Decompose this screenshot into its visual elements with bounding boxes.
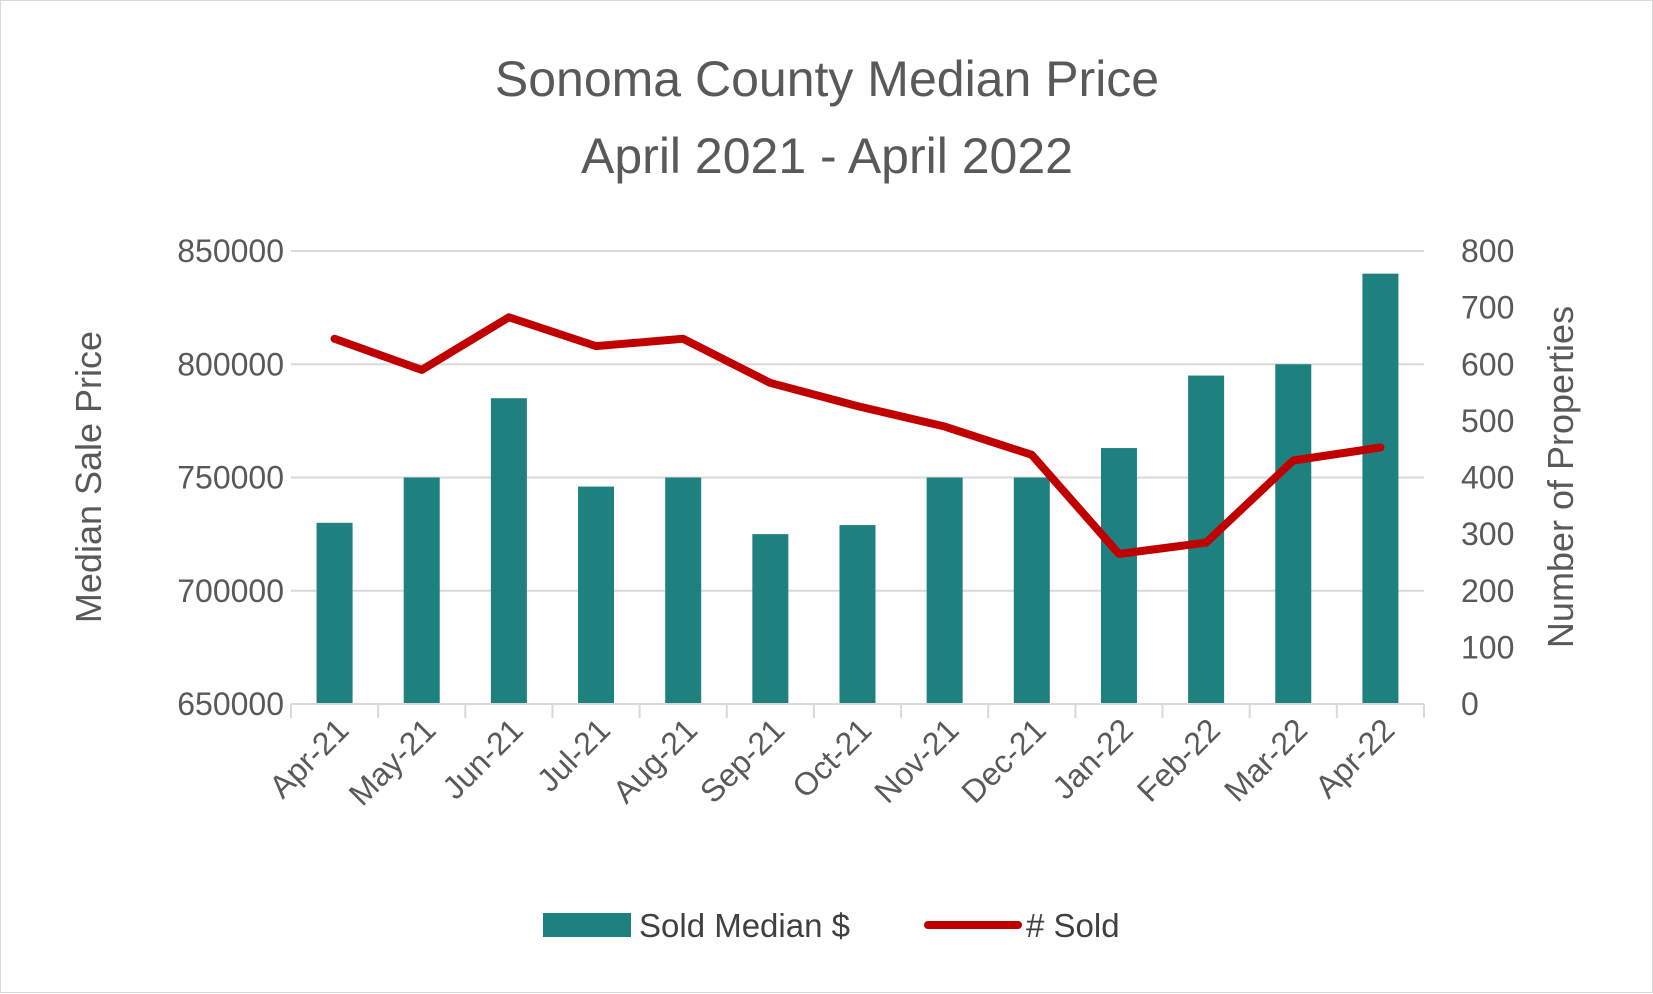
x-tick-label: Sep-21 (693, 711, 791, 809)
x-tick-label: Nov-21 (867, 711, 965, 809)
x-tick-label: Feb-22 (1130, 711, 1227, 808)
y-tick-label: 700000 (177, 573, 284, 609)
y2-tick-label: 800 (1461, 233, 1514, 269)
y2-tick-label: 300 (1461, 516, 1514, 552)
bar (316, 522, 353, 704)
y2-tick-label: 400 (1461, 460, 1514, 496)
x-tick-label: Oct-21 (785, 711, 878, 804)
bar-series (316, 273, 1399, 704)
y2-tick-label: 200 (1461, 573, 1514, 609)
bar (752, 534, 789, 704)
y2-axis-ticks: 0 100 200 300 400 500 600 700 800 (1461, 233, 1514, 722)
legend: Sold Median $ # Sold (543, 907, 1120, 944)
x-tick-label: Mar-22 (1217, 711, 1314, 808)
bar (1013, 477, 1050, 704)
y2-axis-title: Number of Properties (1540, 306, 1581, 648)
chart-title: Sonoma County Median Price (495, 51, 1159, 107)
bar (403, 477, 440, 704)
x-tick-label: Jun-21 (435, 711, 530, 806)
y-tick-label: 850000 (177, 233, 284, 269)
x-tick-label: Jan-22 (1045, 711, 1140, 806)
y2-tick-label: 600 (1461, 346, 1514, 382)
x-tick-label: Jul-21 (530, 711, 617, 798)
bar (665, 477, 702, 704)
x-tick-label: Aug-21 (606, 711, 704, 809)
y2-tick-label: 500 (1461, 403, 1514, 439)
bar (1362, 273, 1399, 704)
line-path (330, 313, 1385, 558)
bar (839, 525, 876, 704)
x-tick-label: Apr-21 (262, 711, 355, 804)
y2-tick-label: 700 (1461, 290, 1514, 326)
chart-subtitle: April 2021 - April 2022 (581, 128, 1073, 184)
bar (1100, 448, 1137, 704)
y-tick-label: 750000 (177, 460, 284, 496)
bar (926, 477, 963, 704)
bar (578, 486, 615, 704)
y2-tick-label: 0 (1461, 686, 1479, 722)
y2-tick-label: 100 (1461, 629, 1514, 665)
y-tick-label: 650000 (177, 686, 284, 722)
legend-swatch-bar (543, 913, 631, 937)
x-tick-label: May-21 (342, 711, 443, 812)
y-axis-title: Median Sale Price (68, 331, 109, 623)
bar (490, 398, 527, 704)
legend-label-bar: Sold Median $ (639, 907, 850, 944)
y-axis-ticks: 650000 700000 750000 800000 850000 (177, 233, 284, 722)
y-tick-label: 800000 (177, 346, 284, 382)
x-tick-label: Apr-22 (1308, 711, 1401, 804)
legend-label-line: # Sold (1026, 907, 1120, 944)
line-series (330, 313, 1385, 558)
bar (1275, 364, 1312, 704)
x-tick-label: Dec-21 (954, 711, 1052, 809)
